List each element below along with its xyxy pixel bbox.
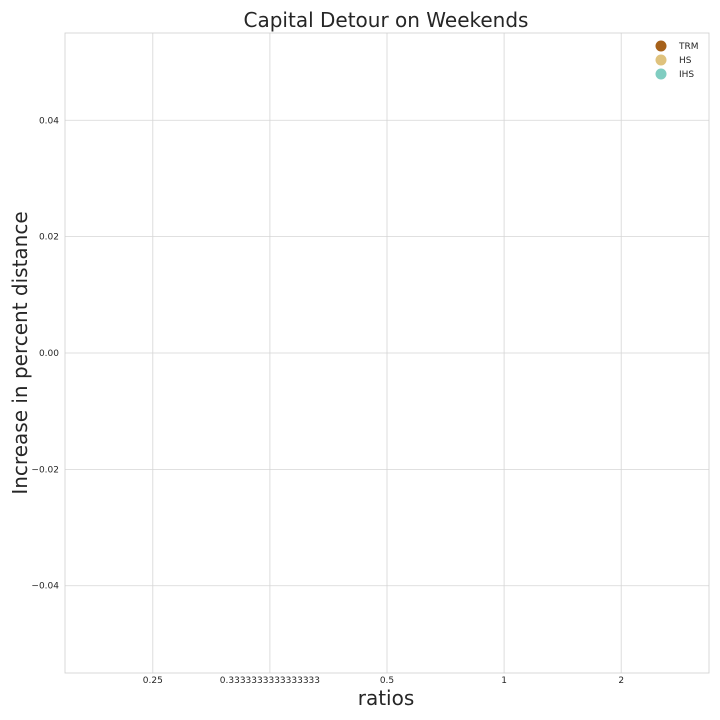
legend-marker: [655, 68, 667, 80]
plot-frame: [64, 32, 710, 674]
x-tick-label: 0.3333333333333333: [220, 676, 320, 686]
legend-marker: [655, 54, 667, 66]
y-tick-labels: −0.04 −0.02 0.00 0.02 0.04: [31, 116, 59, 591]
legend-label: TRM: [678, 42, 699, 52]
y-tick-label: 0.04: [39, 116, 59, 126]
grid-lines: [65, 33, 709, 673]
x-tick-labels: 0.25 0.3333333333333333 0.5 1 2: [143, 676, 624, 686]
x-axis-label: ratios: [358, 686, 415, 710]
x-tick-label: 0.5: [380, 676, 394, 686]
x-tick-label: 0.25: [143, 676, 163, 686]
legend-label: HS: [679, 56, 692, 66]
legend-marker: [655, 40, 667, 52]
legend-label: IHS: [679, 70, 694, 80]
legend: TRM HS IHS: [655, 40, 699, 80]
y-tick-label: −0.04: [31, 582, 59, 592]
chart-title: Capital Detour on Weekends: [244, 8, 529, 32]
y-tick-label: 0.02: [39, 233, 59, 243]
y-axis-label: Increase in percent distance: [8, 211, 32, 494]
x-tick-label: 1: [501, 676, 507, 686]
y-tick-label: −0.02: [31, 465, 59, 475]
y-tick-label: 0.00: [39, 349, 59, 359]
x-tick-label: 2: [618, 676, 624, 686]
